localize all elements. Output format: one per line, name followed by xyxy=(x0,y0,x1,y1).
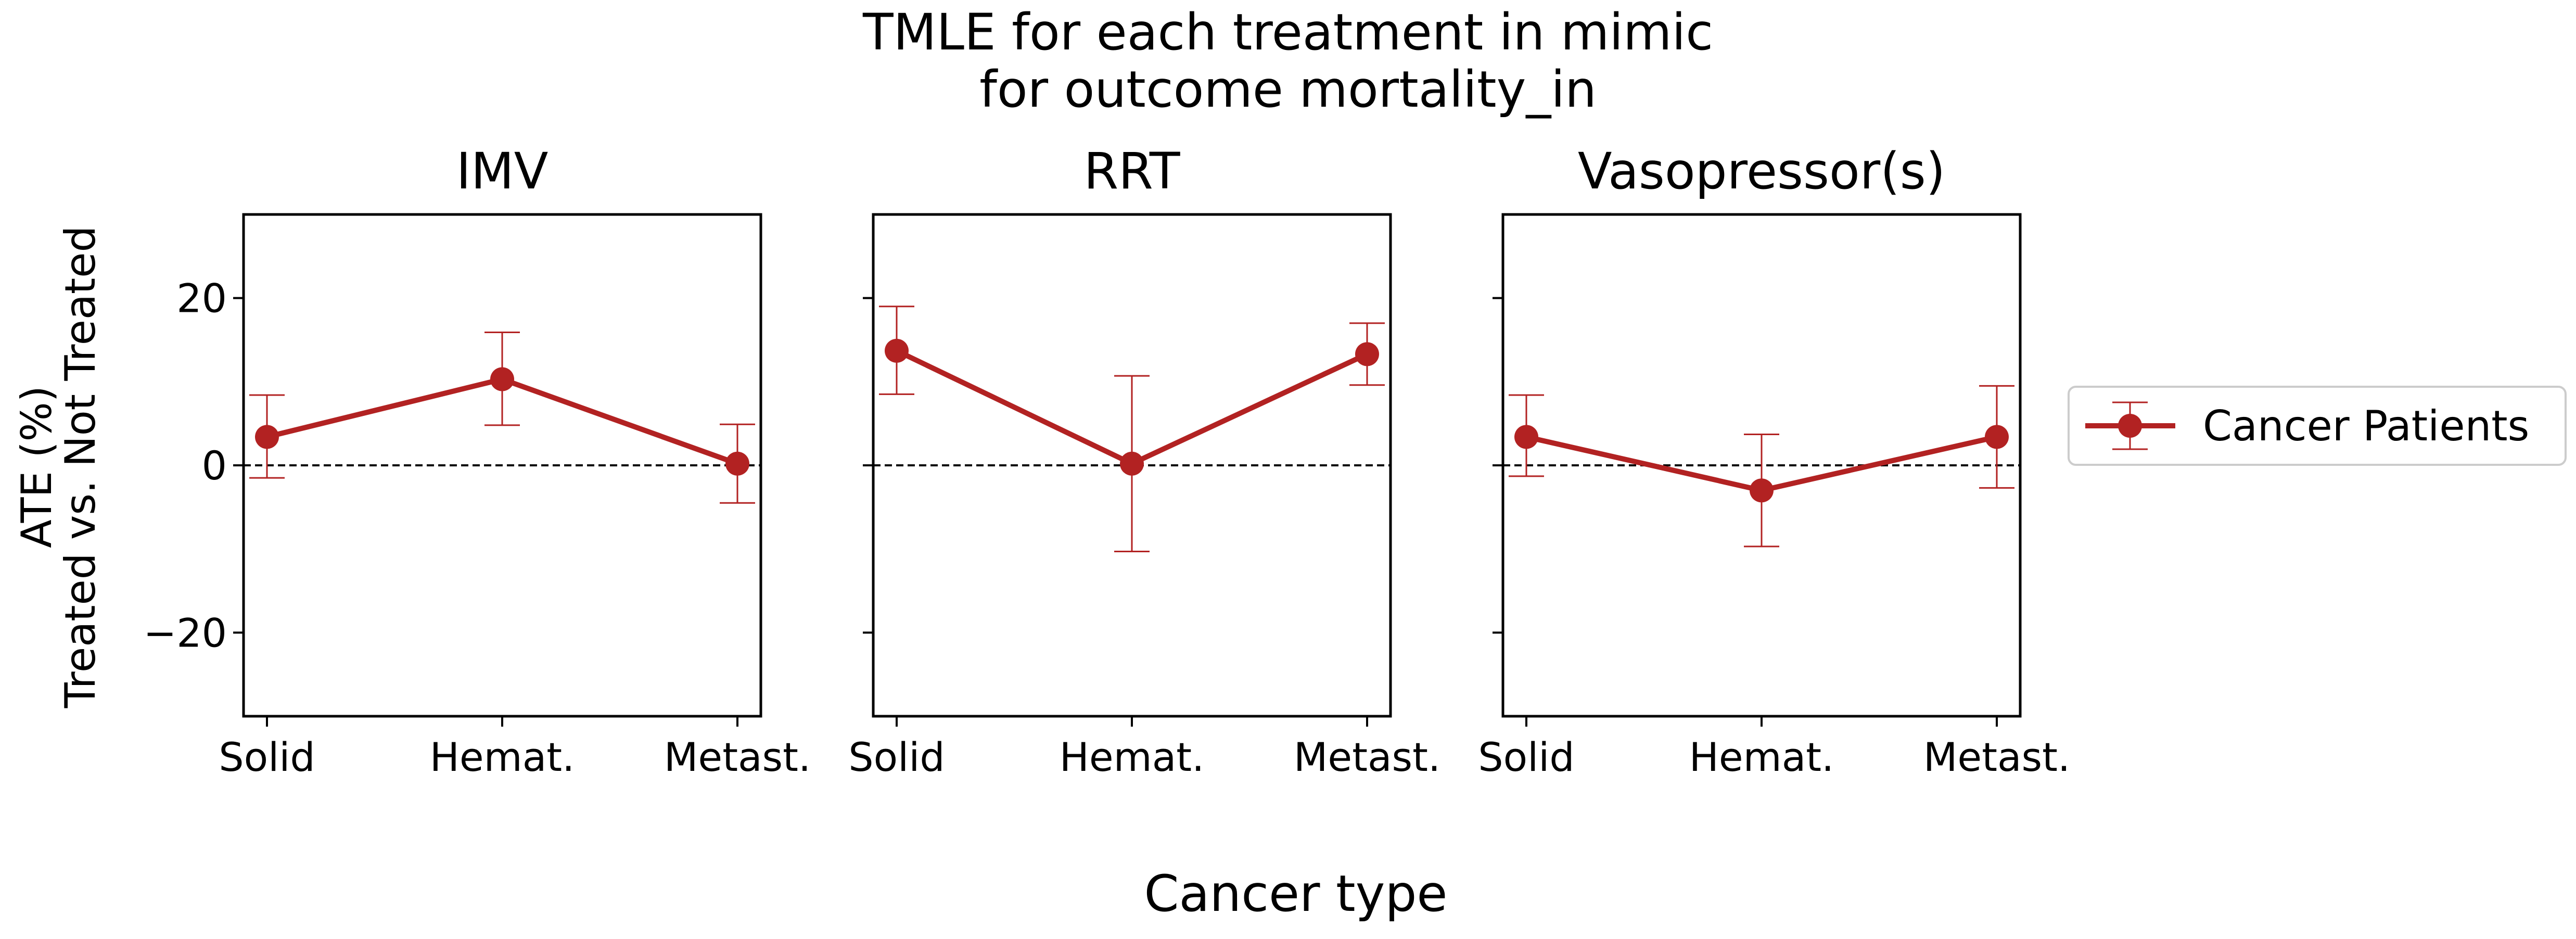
panel-1: RRT Solid Hemat. Metast. xyxy=(848,142,1440,780)
data-point xyxy=(1355,342,1379,366)
legend: Cancer Patients xyxy=(2068,386,2567,466)
x-tick-label: Hemat. xyxy=(430,734,575,780)
data-point xyxy=(885,338,909,363)
panel-frame xyxy=(872,213,1392,718)
x-tick-label: Hemat. xyxy=(1689,734,1834,780)
x-tick-label: Metast. xyxy=(1923,734,2070,780)
x-tick-label: Metast. xyxy=(664,734,811,780)
panel-frame xyxy=(1501,213,2022,718)
x-tick-label: Solid xyxy=(219,734,315,780)
x-axis-label: Cancer type xyxy=(1144,865,1448,923)
legend-box xyxy=(2068,386,2567,466)
legend-marker xyxy=(2118,414,2142,438)
x-tick-label: Solid xyxy=(1478,734,1574,780)
panels-group: IMV −20 0 20 Solid Hemat. Metast. RRT Solid Hemat… xyxy=(144,142,2071,780)
x-tick-label: Metast. xyxy=(1294,734,1440,780)
legend-label: Cancer Patients xyxy=(2203,402,2529,450)
panel-title: IMV xyxy=(456,142,549,200)
panel-title: RRT xyxy=(1083,142,1180,200)
y-tick-label: −20 xyxy=(144,610,227,656)
y-tick-label: 20 xyxy=(176,275,227,322)
data-point xyxy=(725,451,749,476)
x-tick-label: Solid xyxy=(848,734,945,780)
panel-frame xyxy=(242,213,762,718)
data-point xyxy=(490,367,514,391)
y-axis-label-secondary: Treated vs. Not Treated xyxy=(56,226,105,709)
data-point xyxy=(1750,478,1774,503)
x-tick-label: Hemat. xyxy=(1060,734,1204,780)
chart-subtitle: for outcome mortality_in xyxy=(979,60,1597,119)
panel-2: Vasopressor(s) Solid Hemat. Metast. xyxy=(1478,142,2070,780)
y-axis-label: ATE (%) xyxy=(12,386,61,548)
panel-0: IMV −20 0 20 Solid Hemat. Metast. xyxy=(144,142,811,780)
data-point xyxy=(1120,451,1144,476)
chart-title: TMLE for each treatment in mimic xyxy=(862,3,1713,61)
data-point xyxy=(255,425,279,449)
panel-title: Vasopressor(s) xyxy=(1578,142,1945,200)
y-tick-label: 0 xyxy=(202,442,227,489)
data-point xyxy=(1514,425,1538,449)
data-point xyxy=(1985,425,2009,449)
